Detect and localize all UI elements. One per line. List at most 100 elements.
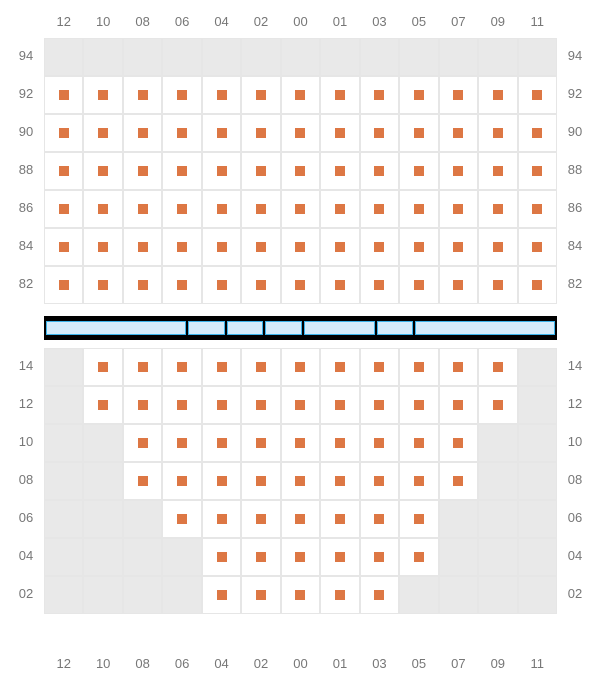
seat-cell[interactable] bbox=[241, 266, 280, 304]
seat-cell[interactable] bbox=[360, 424, 399, 462]
seat-cell[interactable] bbox=[360, 538, 399, 576]
seat-cell[interactable] bbox=[241, 576, 280, 614]
seat-cell[interactable] bbox=[123, 348, 162, 386]
seat-cell[interactable] bbox=[241, 538, 280, 576]
seat-cell[interactable] bbox=[320, 500, 359, 538]
seat-cell[interactable] bbox=[281, 348, 320, 386]
seat-cell[interactable] bbox=[478, 228, 517, 266]
seat-cell[interactable] bbox=[439, 76, 478, 114]
seat-cell[interactable] bbox=[241, 76, 280, 114]
seat-cell[interactable] bbox=[202, 348, 241, 386]
seat-cell[interactable] bbox=[202, 386, 241, 424]
seat-cell[interactable] bbox=[439, 228, 478, 266]
seat-cell[interactable] bbox=[360, 462, 399, 500]
seat-cell[interactable] bbox=[399, 152, 438, 190]
seat-cell[interactable] bbox=[202, 76, 241, 114]
seat-cell[interactable] bbox=[162, 386, 201, 424]
seat-cell[interactable] bbox=[241, 114, 280, 152]
seat-cell[interactable] bbox=[281, 500, 320, 538]
seat-cell[interactable] bbox=[320, 228, 359, 266]
seat-cell[interactable] bbox=[439, 462, 478, 500]
seat-cell[interactable] bbox=[518, 228, 557, 266]
seat-cell[interactable] bbox=[83, 266, 122, 304]
seat-cell[interactable] bbox=[241, 500, 280, 538]
seat-cell[interactable] bbox=[162, 348, 201, 386]
seat-cell[interactable] bbox=[478, 152, 517, 190]
seat-cell[interactable] bbox=[399, 462, 438, 500]
seat-cell[interactable] bbox=[83, 76, 122, 114]
seat-cell[interactable] bbox=[281, 228, 320, 266]
seat-cell[interactable] bbox=[281, 266, 320, 304]
seat-cell[interactable] bbox=[320, 76, 359, 114]
seat-cell[interactable] bbox=[281, 152, 320, 190]
seat-cell[interactable] bbox=[123, 424, 162, 462]
seat-cell[interactable] bbox=[44, 266, 83, 304]
seat-cell[interactable] bbox=[518, 76, 557, 114]
seat-cell[interactable] bbox=[478, 190, 517, 228]
seat-cell[interactable] bbox=[123, 266, 162, 304]
seat-cell[interactable] bbox=[320, 462, 359, 500]
seat-cell[interactable] bbox=[44, 152, 83, 190]
seat-cell[interactable] bbox=[162, 114, 201, 152]
seat-cell[interactable] bbox=[202, 228, 241, 266]
seat-cell[interactable] bbox=[439, 114, 478, 152]
seat-cell[interactable] bbox=[399, 386, 438, 424]
seat-cell[interactable] bbox=[399, 76, 438, 114]
seat-cell[interactable] bbox=[399, 190, 438, 228]
seat-cell[interactable] bbox=[162, 462, 201, 500]
seat-cell[interactable] bbox=[399, 266, 438, 304]
seat-cell[interactable] bbox=[478, 348, 517, 386]
seat-cell[interactable] bbox=[360, 386, 399, 424]
seat-cell[interactable] bbox=[123, 114, 162, 152]
seat-cell[interactable] bbox=[202, 538, 241, 576]
seat-cell[interactable] bbox=[202, 576, 241, 614]
seat-cell[interactable] bbox=[399, 348, 438, 386]
seat-cell[interactable] bbox=[44, 76, 83, 114]
seat-cell[interactable] bbox=[518, 114, 557, 152]
seat-cell[interactable] bbox=[241, 152, 280, 190]
seat-cell[interactable] bbox=[518, 152, 557, 190]
seat-cell[interactable] bbox=[202, 500, 241, 538]
seat-cell[interactable] bbox=[83, 114, 122, 152]
seat-cell[interactable] bbox=[320, 114, 359, 152]
seat-cell[interactable] bbox=[202, 266, 241, 304]
seat-cell[interactable] bbox=[83, 228, 122, 266]
seat-cell[interactable] bbox=[83, 386, 122, 424]
seat-cell[interactable] bbox=[478, 386, 517, 424]
seat-cell[interactable] bbox=[241, 386, 280, 424]
seat-cell[interactable] bbox=[439, 190, 478, 228]
seat-cell[interactable] bbox=[478, 114, 517, 152]
seat-cell[interactable] bbox=[83, 190, 122, 228]
seat-cell[interactable] bbox=[360, 114, 399, 152]
seat-cell[interactable] bbox=[123, 190, 162, 228]
seat-cell[interactable] bbox=[162, 266, 201, 304]
seat-cell[interactable] bbox=[439, 348, 478, 386]
seat-cell[interactable] bbox=[439, 386, 478, 424]
seat-cell[interactable] bbox=[399, 424, 438, 462]
seat-cell[interactable] bbox=[518, 266, 557, 304]
seat-cell[interactable] bbox=[123, 462, 162, 500]
seat-cell[interactable] bbox=[162, 228, 201, 266]
seat-cell[interactable] bbox=[518, 190, 557, 228]
seat-cell[interactable] bbox=[360, 76, 399, 114]
seat-cell[interactable] bbox=[241, 228, 280, 266]
seat-cell[interactable] bbox=[439, 266, 478, 304]
seat-cell[interactable] bbox=[320, 348, 359, 386]
seat-cell[interactable] bbox=[360, 576, 399, 614]
seat-cell[interactable] bbox=[202, 114, 241, 152]
seat-cell[interactable] bbox=[439, 424, 478, 462]
seat-cell[interactable] bbox=[399, 538, 438, 576]
seat-cell[interactable] bbox=[320, 152, 359, 190]
seat-cell[interactable] bbox=[320, 266, 359, 304]
seat-cell[interactable] bbox=[478, 76, 517, 114]
seat-cell[interactable] bbox=[439, 152, 478, 190]
seat-cell[interactable] bbox=[281, 424, 320, 462]
seat-cell[interactable] bbox=[399, 114, 438, 152]
seat-cell[interactable] bbox=[360, 500, 399, 538]
seat-cell[interactable] bbox=[202, 190, 241, 228]
seat-cell[interactable] bbox=[162, 424, 201, 462]
seat-cell[interactable] bbox=[202, 462, 241, 500]
seat-cell[interactable] bbox=[202, 424, 241, 462]
seat-cell[interactable] bbox=[83, 152, 122, 190]
seat-cell[interactable] bbox=[162, 500, 201, 538]
